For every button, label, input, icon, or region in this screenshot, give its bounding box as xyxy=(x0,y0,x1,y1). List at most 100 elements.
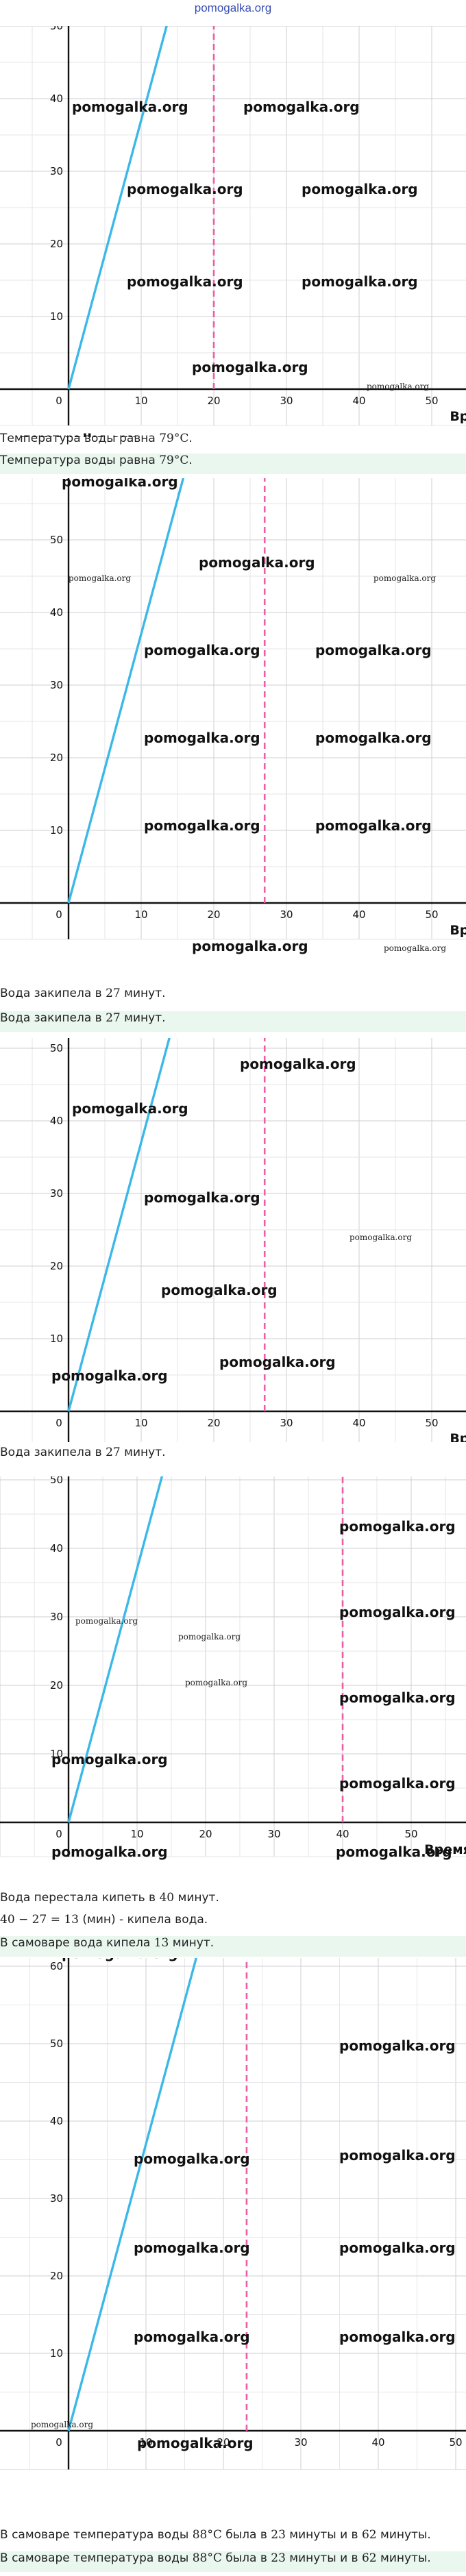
watermark: pomogalka.org xyxy=(137,2435,254,2451)
y-tick-label: 40 xyxy=(50,92,63,105)
x-tick-label: 40 xyxy=(336,1828,349,1840)
watermark: pomogalka.org xyxy=(72,99,188,115)
watermark: pomogalka.org xyxy=(219,1354,336,1370)
x-tick-label: 20 xyxy=(217,2436,230,2449)
x-tick-label: 50 xyxy=(425,395,438,407)
watermark: pomogalka.org xyxy=(302,181,418,197)
watermark: pomogalka.org xyxy=(315,730,432,746)
watermark: pomogalka.org xyxy=(51,1844,168,1860)
watermark: pomogalka.org xyxy=(350,1233,412,1242)
y-tick-label: 30 xyxy=(50,2192,63,2205)
graph-1: Температура (в градусах Цельсия)yx102030… xyxy=(0,26,466,437)
watermark: pomogalka.org xyxy=(192,359,308,375)
grid xyxy=(0,1958,466,2470)
x-tick-label: 50 xyxy=(425,908,438,921)
y-tick-label: 50 xyxy=(50,2038,63,2050)
temperature-chart: Температура (в градусах Цельсия)yx102030… xyxy=(0,1476,466,1860)
x-tick-label: 50 xyxy=(425,1417,438,1429)
answer-text-highlighted: В самоваре температура воды 88°C была в … xyxy=(0,2551,466,2572)
watermark: pomogalka.org xyxy=(134,2329,250,2345)
y-tick-label: 20 xyxy=(50,1260,63,1272)
answer-text: В самоваре температура воды 88°C была в … xyxy=(0,2528,431,2542)
answer-text-highlighted: Вода закипела в 27 минут. xyxy=(0,1011,466,1032)
watermark: pomogalka.org xyxy=(339,1689,456,1706)
temperature-line xyxy=(67,1958,198,2431)
temperature-line xyxy=(67,478,185,904)
y-tick-label: 40 xyxy=(50,2115,63,2127)
y-tick-label: 20 xyxy=(50,752,63,764)
x-tick-label: 50 xyxy=(449,2436,462,2449)
watermark: pomogalka.org xyxy=(69,573,131,583)
origin-label: 0 xyxy=(56,1828,62,1840)
x-tick-label: 10 xyxy=(134,908,147,921)
watermark: pomogalka.org xyxy=(243,99,360,115)
y-tick-label: 10 xyxy=(50,1748,63,1760)
temperature-chart: Температура (в градусах Цельсия)yx102030… xyxy=(0,478,466,954)
x-tick-label: 30 xyxy=(267,1828,280,1840)
watermark: pomogalka.org xyxy=(75,1616,138,1626)
watermark: pomogalka.org xyxy=(339,2147,456,2164)
x-tick-label: 10 xyxy=(134,1417,147,1429)
y-tick-label: 60 xyxy=(50,1960,63,1972)
y-tick-label: 10 xyxy=(50,824,63,837)
x-tick-label: 40 xyxy=(352,908,365,921)
y-tick-label: 30 xyxy=(50,1187,63,1200)
watermark: pomogalka.org xyxy=(51,1367,168,1384)
watermark: pomogalka.org xyxy=(367,382,429,391)
watermark: pomogalka.org xyxy=(339,1518,456,1535)
answer-text: Температура воды равна 79°C. xyxy=(0,432,193,445)
watermark: pomogalka.org xyxy=(240,1056,356,1072)
watermark: pomogalka.org xyxy=(339,1604,456,1620)
watermark: pomogalka.org xyxy=(339,2240,456,2256)
x-tick-label: 50 xyxy=(404,1828,417,1840)
watermark: pomogalka.org xyxy=(315,817,432,834)
x-tick-label: 40 xyxy=(352,395,365,407)
x-tick-label: 10 xyxy=(130,1828,143,1840)
x-tick-label: 20 xyxy=(199,1828,212,1840)
y-tick-label: 50 xyxy=(50,534,63,546)
x-tick-label: 10 xyxy=(139,2436,152,2449)
y-tick-label: 50 xyxy=(50,1042,63,1054)
y-tick-label: 10 xyxy=(50,310,63,323)
x-tick-label: 20 xyxy=(207,1417,220,1429)
watermark: pomogalka.org xyxy=(62,1958,178,1961)
y-tick-label: 30 xyxy=(50,1611,63,1623)
answer-text-highlighted: В самоваре вода кипела 13 минут. xyxy=(0,1936,466,1957)
x-axis-label: Время (в минутах) xyxy=(450,923,466,938)
watermark: pomogalka.org xyxy=(144,817,260,834)
x-tick-label: 40 xyxy=(352,1417,365,1429)
watermark: pomogalka.org xyxy=(199,554,315,571)
watermark: pomogalka.org xyxy=(185,1678,247,1687)
watermark: pomogalka.org xyxy=(178,1632,241,1642)
y-tick-label: 50 xyxy=(50,26,63,32)
temperature-chart: Температура (в градусах Цельсия)yx102030… xyxy=(0,1038,466,1442)
watermark: pomogalka.org xyxy=(339,2038,456,2054)
y-tick-label: 20 xyxy=(50,238,63,250)
watermark: pomogalka.org xyxy=(62,478,178,490)
origin-label: 0 xyxy=(56,2436,62,2449)
watermark: pomogalka.org xyxy=(161,1282,278,1298)
watermark: pomogalka.org xyxy=(339,2329,456,2345)
watermark: pomogalka.org xyxy=(127,181,243,197)
answer-text: Вода закипела в 27 минут. xyxy=(0,1446,166,1459)
watermark: pomogalka.org xyxy=(144,642,260,658)
watermark: pomogalka.org xyxy=(302,273,418,290)
watermark: pomogalka.org xyxy=(144,1189,260,1206)
x-tick-label: 40 xyxy=(371,2436,384,2449)
watermark: pomogalka.org xyxy=(336,1844,452,1860)
answer-text: Вода закипела в 27 минут. xyxy=(0,987,166,1000)
y-tick-label: 40 xyxy=(50,606,63,619)
y-tick-label: 40 xyxy=(50,1542,63,1555)
x-axis-label: Время (в минутах) xyxy=(450,1431,466,1442)
grid xyxy=(0,478,466,940)
graph-3: Температура (в градусах Цельсия)yx102030… xyxy=(0,1038,466,1442)
x-tick-label: 30 xyxy=(280,395,293,407)
watermark: pomogalka.org xyxy=(339,1775,456,1792)
origin-label: 0 xyxy=(56,1417,62,1429)
answer-text-highlighted: Температура воды равна 79°C. xyxy=(0,454,466,474)
watermark: pomogalka.org xyxy=(134,2151,250,2167)
x-tick-label: 20 xyxy=(207,908,220,921)
x-tick-label: 30 xyxy=(294,2436,307,2449)
site-logo[interactable]: pomogalka.org xyxy=(194,1,272,14)
y-tick-label: 40 xyxy=(50,1115,63,1127)
